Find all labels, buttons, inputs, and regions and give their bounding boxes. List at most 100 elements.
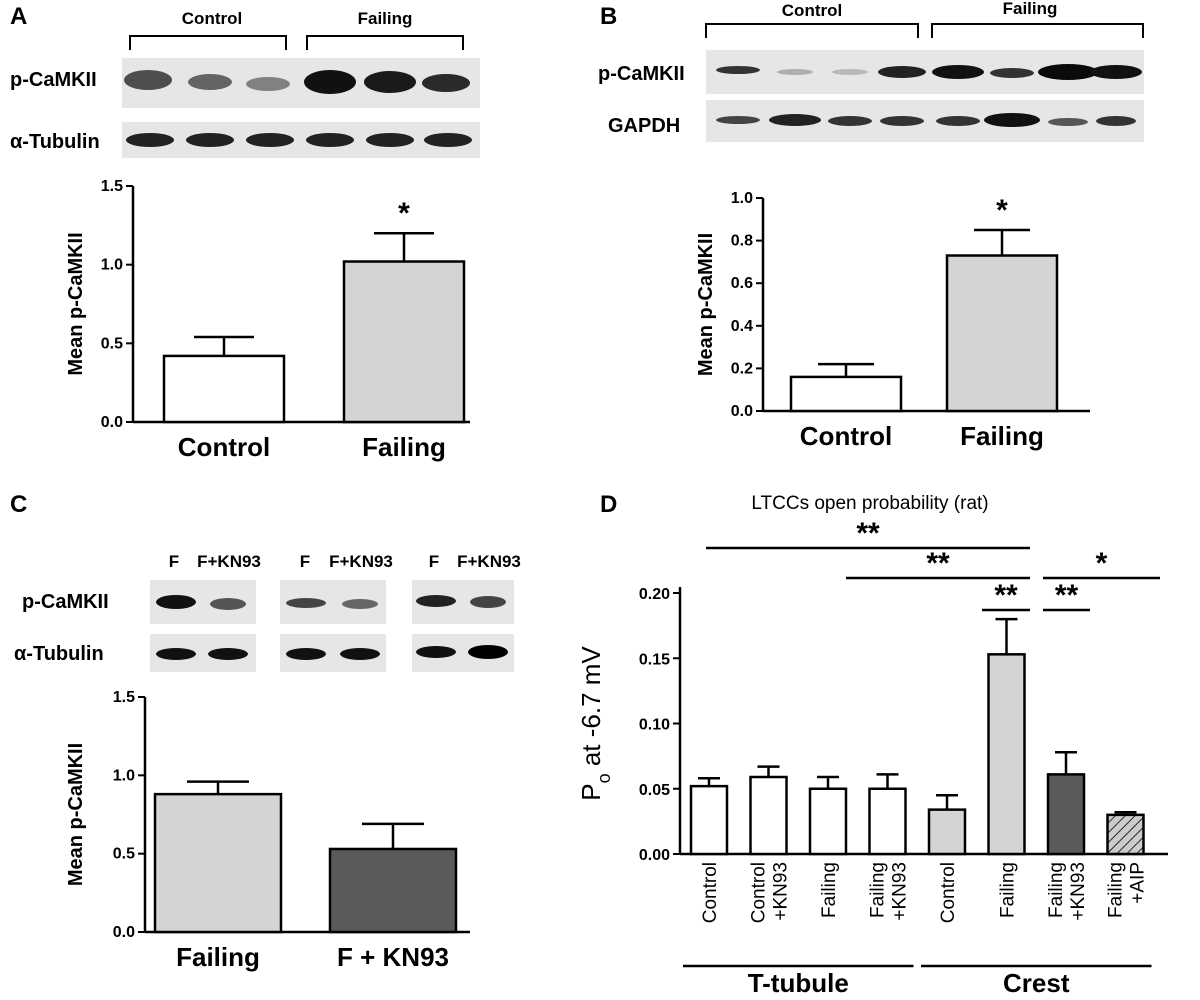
panel-b-band (1090, 65, 1142, 79)
panel-c-band (156, 595, 196, 609)
bar (789, 375, 903, 413)
bar (927, 808, 967, 856)
panel-b-chart: 0.0 0.2 0.4 0.6 0.8 1.0 Mean p-CaMKII Control Fa… (695, 190, 1090, 451)
panel-c-band (156, 648, 196, 660)
panel-c-band (286, 648, 326, 660)
bar (1046, 773, 1086, 856)
y-tick-label: 0.10 (639, 717, 670, 734)
panel-a-band (186, 133, 234, 147)
y-axis-label: Mean p-CaMKII (65, 743, 87, 886)
y-axis-label: Po at -6.7 mV (576, 646, 614, 801)
significance-marker: * (996, 194, 1008, 227)
y-tick-label: 0.5 (101, 335, 123, 352)
panel-b-bracket-failing (931, 23, 1144, 38)
y-tick-label: 0.00 (639, 847, 670, 864)
y-axis-label: Mean p-CaMKII (65, 232, 87, 375)
panel-b-band (716, 116, 760, 124)
panel-b-band (769, 114, 821, 126)
panel-c: C F F+KN93 F F+KN93 F F+KN93 p-CaMKII α-… (10, 491, 521, 972)
x-category-label: Control+KN93 (749, 862, 792, 923)
panel-b-band (1048, 118, 1088, 126)
panel-c-band (210, 598, 246, 610)
panel-a-band (364, 71, 416, 93)
panel-c-chart: 0.0 0.5 1.0 1.5 Mean p-CaMKII Failing F + KN93 (65, 689, 470, 972)
panel-b-band (1038, 64, 1098, 80)
panel-a-band (188, 74, 232, 90)
panel-b-band (880, 116, 924, 126)
y-tick-label: 0.20 (639, 586, 670, 603)
panel-c-lane-label: F+KN93 (457, 552, 521, 571)
panel-a-band (366, 133, 414, 147)
panel-b: B Control Failing p-CaMKII GAPDH 0.00.20… (598, 0, 1144, 451)
panel-a-blot-pcamkii (122, 58, 480, 108)
panel-c-band (208, 648, 248, 660)
y-tick-label: 0.5 (113, 846, 135, 863)
y-tick-label: 0.4 (731, 318, 753, 335)
panel-b-band (878, 66, 926, 78)
bar (153, 792, 283, 934)
y-tick-label: 0.0 (113, 924, 135, 941)
panel-b-band (932, 65, 984, 79)
panel-b-group-failing: Failing (1003, 0, 1058, 18)
group-label: Crest (1003, 968, 1070, 998)
x-category-label: Failing (960, 421, 1044, 451)
panel-a-letter: A (10, 3, 27, 30)
panel-b-group-control: Control (782, 1, 842, 20)
significance-marker: * (1096, 547, 1108, 580)
panel-c-lane-label: F (300, 552, 310, 571)
panel-a-group-control: Control (182, 9, 242, 28)
panel-b-letter: B (600, 3, 617, 30)
panel-a-band (422, 74, 470, 92)
y-tick-label: 1.5 (101, 178, 123, 195)
panel-a-band (246, 133, 294, 147)
panel-d-letter: D (600, 491, 617, 518)
panel-a-band (126, 133, 174, 147)
panel-b-blot-label-gapdh: GAPDH (608, 115, 680, 137)
bar (945, 254, 1059, 413)
panel-c-lane-label: F (429, 552, 439, 571)
bar (1106, 813, 1145, 856)
panel-a-blot-label-tubulin: α-Tubulin (10, 131, 100, 153)
bar (987, 653, 1026, 856)
x-category-label: Control (700, 862, 721, 923)
x-category-label: Control (178, 432, 270, 462)
panel-b-band (828, 116, 872, 126)
panel-a-band (424, 133, 472, 147)
panel-b-band (1096, 116, 1136, 126)
significance-marker: * (398, 197, 410, 230)
panel-c-band (468, 645, 508, 659)
panel-a-band (304, 70, 356, 94)
bar (868, 787, 907, 856)
panel-b-band (984, 113, 1040, 127)
y-tick-label: 1.0 (113, 767, 135, 784)
panel-a-blot-label-pcamkii: p-CaMKII (10, 69, 97, 91)
panel-c-band (470, 596, 506, 608)
x-category-label: Failing (819, 862, 840, 918)
bar (328, 847, 458, 934)
x-category-label: Failing (362, 432, 446, 462)
panel-a-bracket-control (129, 35, 287, 50)
panel-c-band (286, 598, 326, 608)
panel-d: D LTCCs open probability (rat) 0.000.050… (576, 491, 1168, 998)
panel-b-band (990, 68, 1034, 78)
panel-c-lane-label: F+KN93 (197, 552, 261, 571)
y-tick-label: 1.0 (731, 190, 753, 207)
y-tick-label: 0.2 (731, 360, 753, 377)
panel-a-blot-tubulin (122, 122, 480, 158)
panel-c-letter: C (10, 491, 27, 518)
y-axis-label: Mean p-CaMKII (695, 233, 717, 376)
y-tick-label: 1.0 (101, 257, 123, 274)
panel-b-bracket-control (705, 23, 919, 38)
x-category-label: F + KN93 (337, 942, 449, 972)
panel-d-title: LTCCs open probability (rat) (751, 493, 988, 514)
panel-a-band (124, 70, 172, 90)
bar (749, 775, 788, 856)
panel-c-blot-label-tubulin: α-Tubulin (14, 643, 104, 665)
x-category-label: Failing+AIP (1106, 862, 1149, 918)
y-tick-label: 0.6 (731, 275, 753, 292)
panel-b-band (777, 69, 813, 75)
panel-d-chart: 0.00 0.05 0.10 0.15 0.20 Po at -6.7 mV Control… (576, 517, 1168, 998)
y-tick-label: 0.0 (731, 403, 753, 420)
x-category-label: Failing+KN93 (1046, 862, 1089, 921)
